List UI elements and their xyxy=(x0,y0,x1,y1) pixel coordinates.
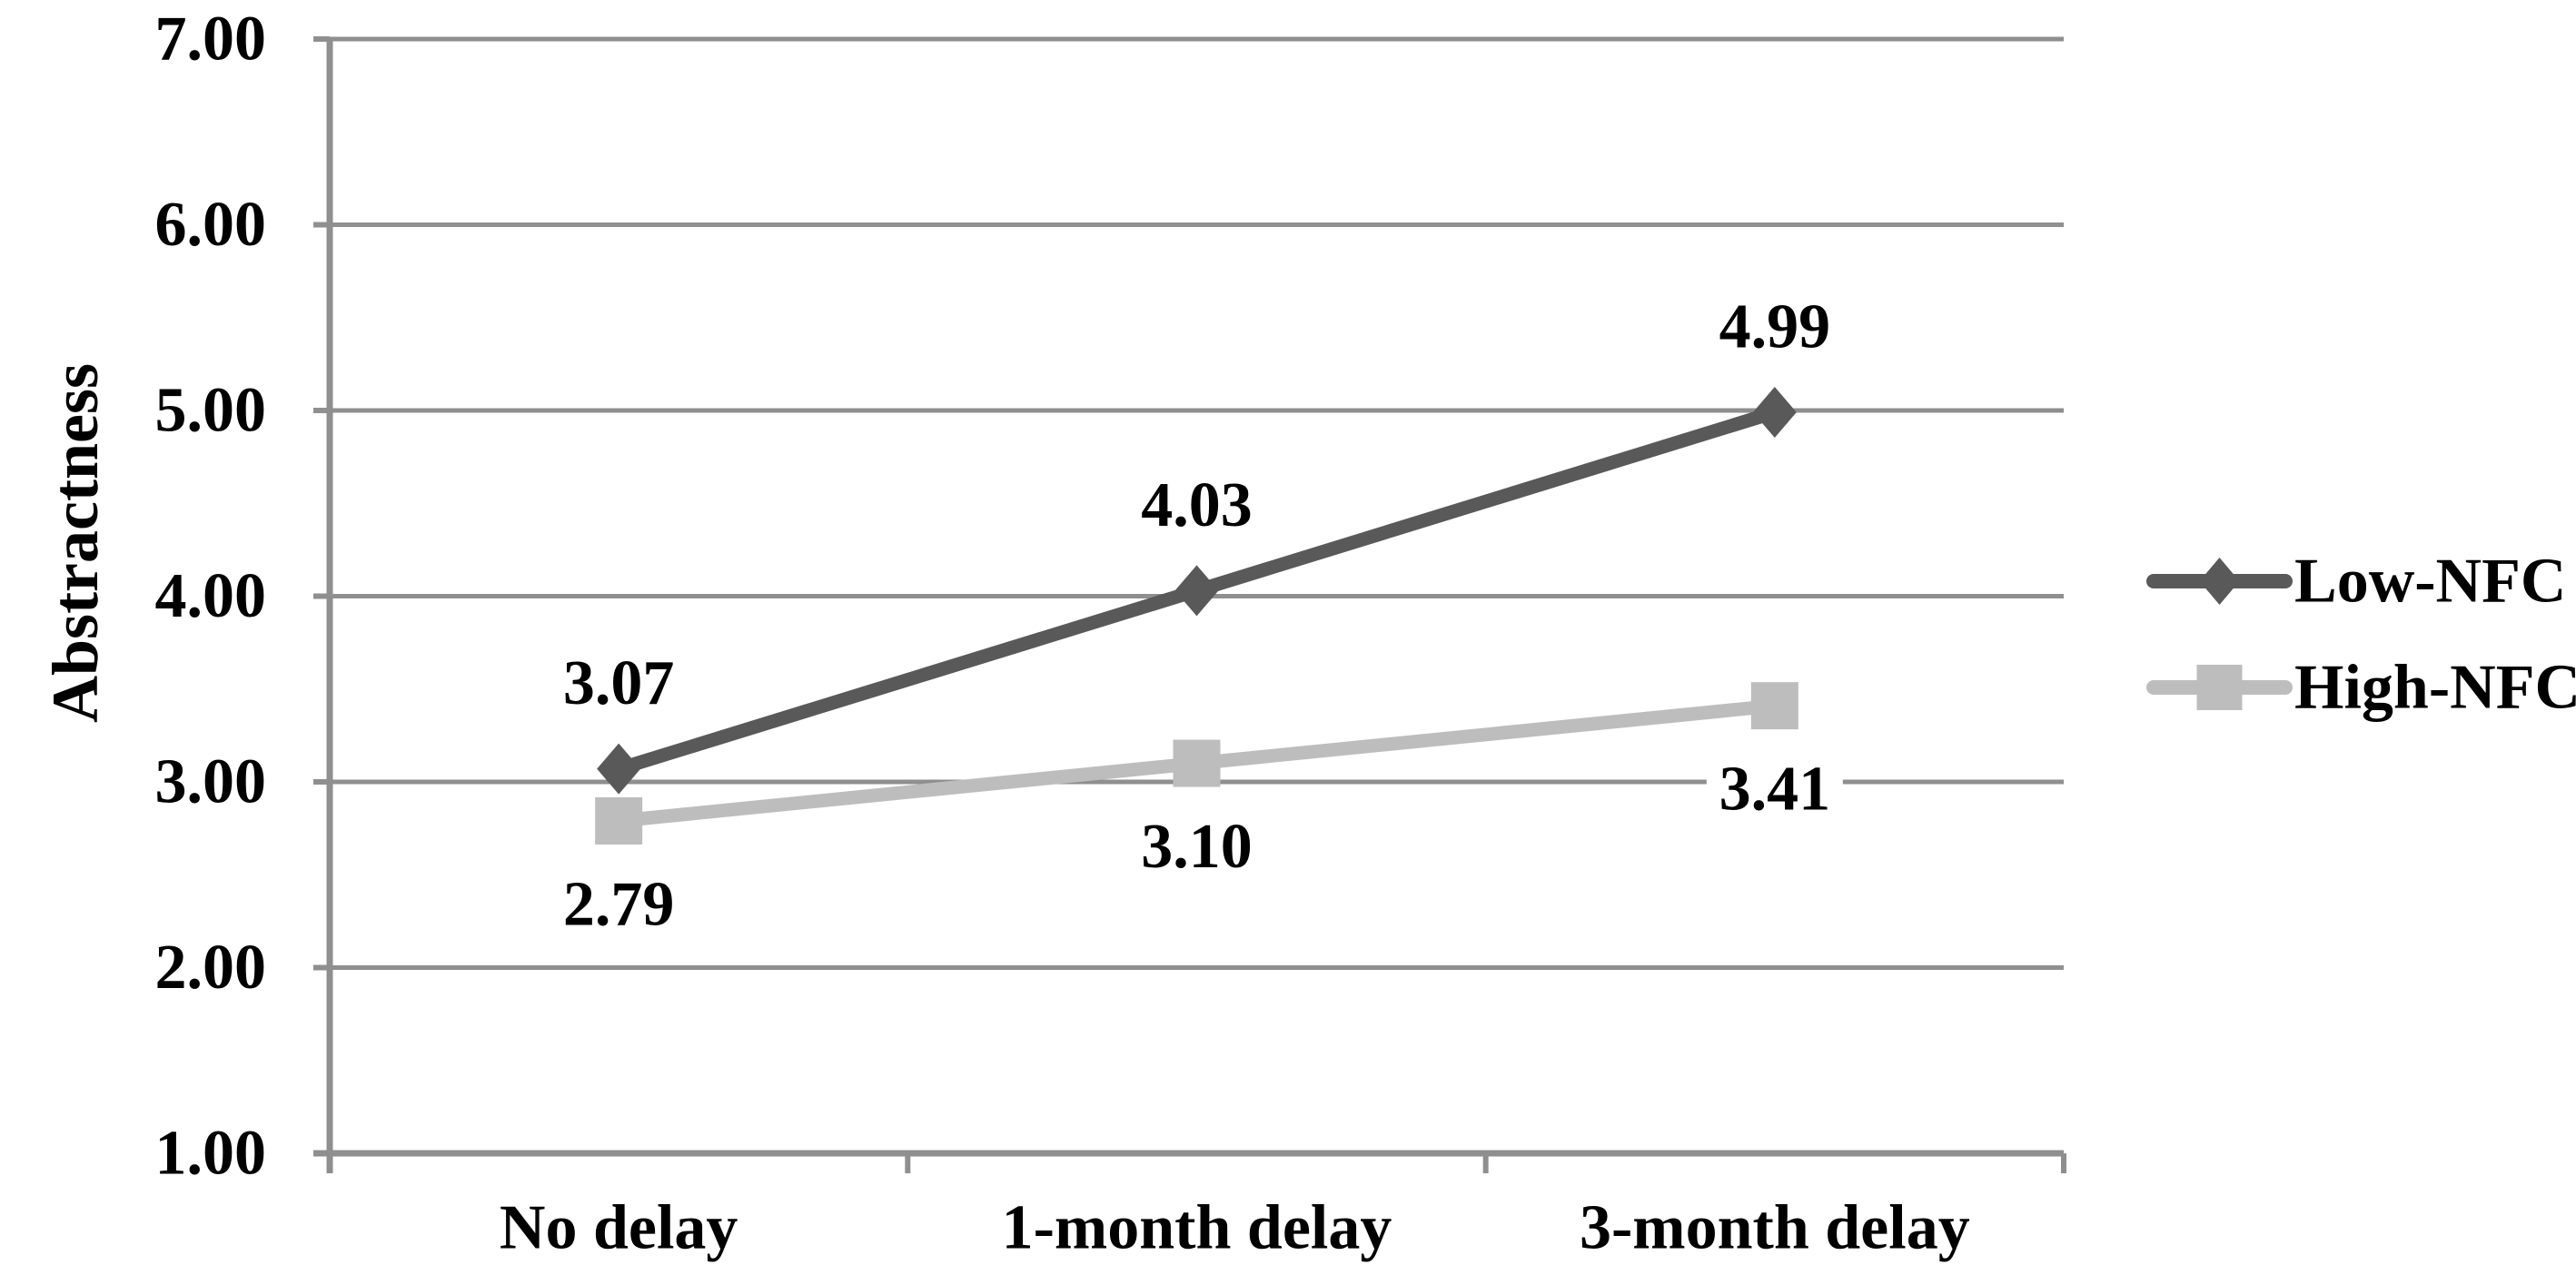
marker-diamond-low-nfc xyxy=(1174,565,1219,617)
data-label-bg xyxy=(550,875,688,933)
data-label: 3.10 xyxy=(1141,812,1253,882)
y-tick-label: 4.00 xyxy=(155,561,267,631)
data-label-bg xyxy=(1128,477,1265,534)
x-category-label: 3-month delay xyxy=(1580,1193,1970,1263)
legend-diamond-icon xyxy=(2199,558,2240,605)
data-label: 4.99 xyxy=(1719,292,1831,362)
legend-label-low-nfc: Low-NFC xyxy=(2294,547,2566,617)
data-label-bg xyxy=(1128,818,1265,875)
y-tick-label: 1.00 xyxy=(155,1119,267,1189)
data-label-bg xyxy=(1706,299,1843,356)
legend-square-icon xyxy=(2196,665,2243,710)
y-tick-label: 6.00 xyxy=(155,190,267,260)
legend-label-high-nfc: High-NFC xyxy=(2294,653,2576,723)
y-axis-title: Abstractness xyxy=(39,363,112,723)
y-tick-label: 2.00 xyxy=(155,933,267,1003)
data-label-bg xyxy=(550,655,688,712)
y-tick-label: 5.00 xyxy=(155,376,267,446)
x-category-label: No delay xyxy=(500,1193,738,1263)
marker-diamond-low-nfc xyxy=(597,743,641,795)
marker-square-high-nfc xyxy=(595,796,643,845)
data-label: 3.07 xyxy=(563,648,675,718)
data-label: 4.03 xyxy=(1141,470,1253,540)
x-category-label: 1-month delay xyxy=(1002,1193,1392,1263)
marker-diamond-low-nfc xyxy=(1752,387,1797,439)
y-tick-label: 7.00 xyxy=(155,5,267,74)
data-label-bg xyxy=(1706,761,1843,818)
marker-square-high-nfc xyxy=(1173,739,1221,787)
marker-square-high-nfc xyxy=(1750,682,1798,730)
data-label: 2.79 xyxy=(563,869,675,939)
data-label: 3.41 xyxy=(1719,755,1831,825)
y-tick-label: 3.00 xyxy=(155,747,267,817)
